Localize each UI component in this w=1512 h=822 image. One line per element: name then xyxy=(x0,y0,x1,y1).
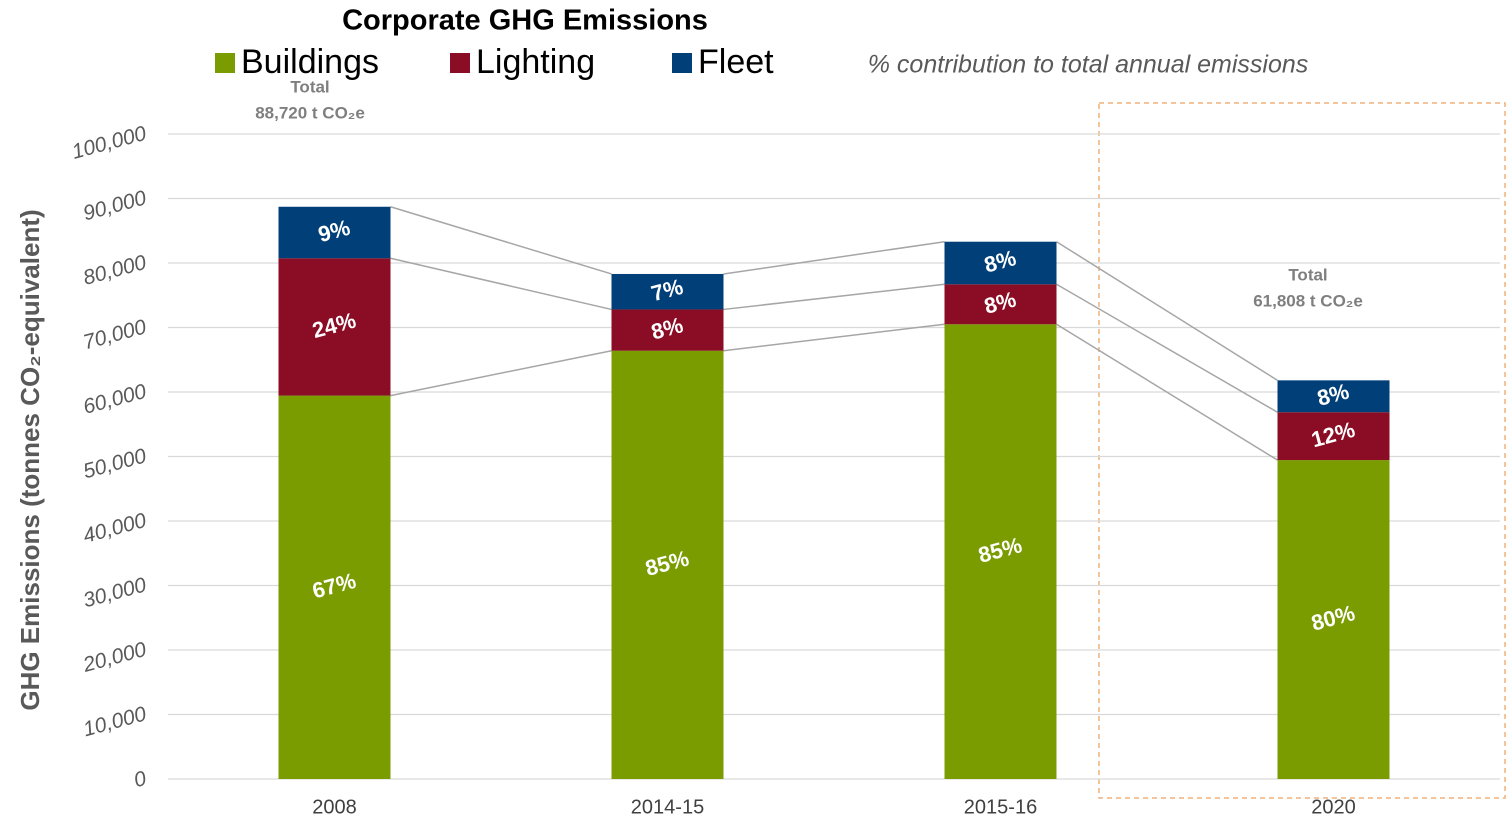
x-tick-label: 2008 xyxy=(312,796,357,818)
y-tick-label: 80,000 xyxy=(81,251,149,290)
bar-segment xyxy=(611,350,724,779)
y-tick-label: 40,000 xyxy=(81,509,149,548)
y-tick-label: 100,000 xyxy=(69,122,149,164)
connector-line xyxy=(1056,323,1278,461)
bar-segment xyxy=(1277,412,1390,461)
annotation-label: Total xyxy=(290,77,329,96)
connector-line xyxy=(390,206,612,275)
legend-swatch xyxy=(450,53,470,73)
bar-segment xyxy=(611,273,724,310)
connector-line xyxy=(390,257,612,311)
annotation-value: 88,720 t CO₂e xyxy=(255,103,365,122)
legend-label: Lighting xyxy=(476,43,595,81)
y-tick-label: 0 xyxy=(131,767,149,792)
annotation-label: Total xyxy=(1288,265,1327,284)
x-tick-label: 2015-16 xyxy=(964,796,1037,818)
legend-label: Buildings xyxy=(241,43,379,81)
connector-line xyxy=(723,240,945,275)
connector-line xyxy=(1056,283,1278,413)
bar-segment xyxy=(611,309,724,351)
y-tick-label: 90,000 xyxy=(81,186,149,225)
legend-label: Fleet xyxy=(698,43,774,81)
bar-segment xyxy=(1277,380,1390,413)
bar-segment xyxy=(1277,460,1390,779)
bar-segment xyxy=(944,284,1057,325)
bar-segment xyxy=(944,241,1057,285)
y-tick-label: 70,000 xyxy=(81,315,149,354)
bar-segment xyxy=(278,206,391,259)
y-tick-label: 60,000 xyxy=(81,380,149,419)
y-tick-label: 50,000 xyxy=(81,444,149,483)
chart-title: Corporate GHG Emissions xyxy=(342,5,708,37)
bar-segment xyxy=(944,324,1057,779)
annotation-value: 61,808 t CO₂e xyxy=(1253,291,1363,310)
x-tick-label: 2020 xyxy=(1311,796,1356,818)
x-tick-label: 2014-15 xyxy=(631,796,704,818)
legend-swatch xyxy=(215,53,235,73)
legend-note: % contribution to total annual emissions xyxy=(868,51,1309,79)
y-tick-label: 30,000 xyxy=(81,573,149,612)
connector-line xyxy=(1056,241,1278,381)
highlight-box xyxy=(1098,102,1506,799)
y-axis-title: GHG Emissions (tonnes CO₂-equivalent) xyxy=(15,209,45,710)
connector-line xyxy=(723,323,945,352)
y-tick-label: 10,000 xyxy=(81,702,149,741)
bar-segment xyxy=(278,395,391,779)
connector-line xyxy=(390,349,612,397)
bar-segment xyxy=(278,258,391,396)
connector-line xyxy=(723,283,945,311)
legend-swatch xyxy=(672,53,692,73)
y-tick-label: 20,000 xyxy=(80,638,149,677)
